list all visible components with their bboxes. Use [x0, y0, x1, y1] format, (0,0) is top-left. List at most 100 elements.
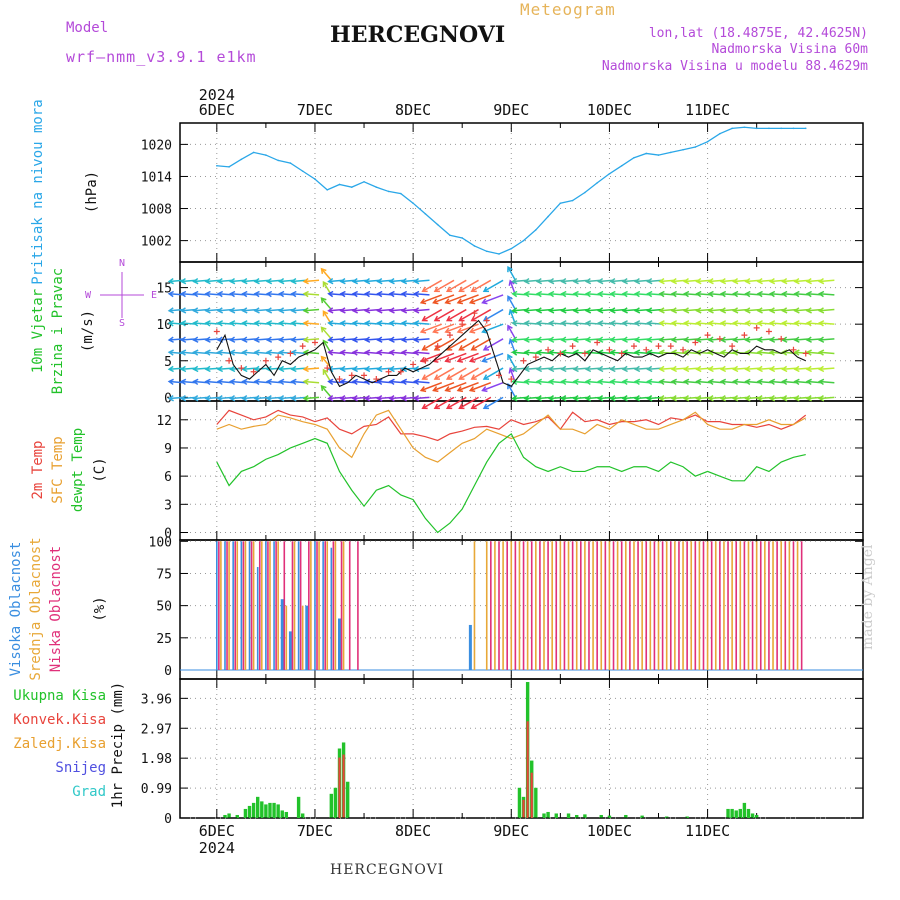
wind-arrow-head [376, 349, 383, 356]
mid-cloud-bar [731, 541, 733, 670]
wind-arrow-head [241, 290, 248, 298]
wind-arrow-head [621, 395, 628, 402]
wind-arrow-head [683, 365, 690, 373]
wind-arrow-head [339, 365, 346, 373]
total-precip-bar [738, 808, 743, 818]
wind-arrow-head [548, 307, 555, 314]
gust-marker [716, 335, 723, 342]
mid-cloud-bar [665, 541, 668, 670]
wind-arrow-head [609, 378, 616, 386]
wind-arrow-head [278, 395, 285, 402]
low-cloud-bar [784, 541, 787, 670]
wind-arrow-head [793, 365, 800, 373]
total-precip-bar [583, 814, 587, 818]
wind-arrow-head [732, 349, 739, 356]
wind-arrow-head [535, 378, 543, 386]
wind-arrow-head [468, 386, 476, 393]
low-cloud-bar [653, 541, 656, 670]
wind-arrow-head [597, 277, 604, 285]
y-tick-label: 3 [164, 498, 172, 513]
total-precip-bar [599, 814, 603, 818]
wind-arrow [445, 294, 467, 304]
wind-arrow [471, 367, 492, 380]
gust-marker [508, 376, 515, 383]
wind-arrow-head [584, 320, 592, 327]
wind-arrow [457, 382, 479, 392]
wind-arrow-head [413, 336, 420, 343]
wind-arrow-head [572, 320, 579, 327]
y-tick-label: 1008 [141, 203, 172, 218]
total-precip-bar [742, 802, 747, 818]
low-cloud-bar [743, 541, 746, 670]
wind-arrow-head [179, 290, 187, 298]
total-precip-bar [750, 813, 755, 818]
wind-arrow [459, 396, 479, 409]
high-cloud-bar [288, 631, 292, 670]
y-tick-label: 12 [156, 414, 172, 429]
gust-marker [680, 346, 687, 353]
wind-arrow-head [167, 307, 174, 314]
wind-arrow-head [322, 368, 329, 375]
y-tick-label: 1014 [141, 170, 172, 185]
wind-arrow [304, 338, 320, 341]
wind-arrow [459, 279, 479, 292]
pressure-point [792, 127, 795, 130]
y-tick-label: 50 [156, 600, 172, 615]
wind-arrow-head [805, 277, 812, 285]
wind-arrow [507, 296, 517, 310]
wind-arrow [320, 297, 332, 311]
wind-arrow [469, 294, 492, 304]
low-cloud-bar [792, 541, 795, 670]
total-precip-bar [284, 811, 289, 818]
wind-arrow-head [363, 378, 371, 386]
wind-arrow-head [683, 290, 690, 298]
wind-arrow-head [781, 336, 788, 343]
wind-arrow-head [670, 336, 677, 343]
wind-arrow-head [253, 277, 260, 285]
wind-arrow-head [560, 277, 567, 285]
wind-arrow-head [683, 378, 690, 386]
wind-arrow-head [241, 365, 248, 373]
wind-arrow [507, 266, 517, 281]
pressure-point [375, 186, 378, 188]
low-cloud-bar [242, 541, 245, 670]
low-cloud-bar [316, 541, 318, 670]
wind-arrow-head [683, 307, 690, 314]
gust-marker [778, 335, 785, 342]
wind-arrow-head [670, 395, 677, 402]
mid-cloud-bar [244, 541, 247, 670]
y-tick-label: 3.96 [141, 692, 172, 707]
wind-arrow-head [732, 290, 739, 298]
mid-cloud-bar [657, 541, 660, 670]
wind-arrow-head [278, 336, 285, 343]
wind-arrow-head [290, 290, 297, 298]
wind-arrow-head [458, 345, 465, 351]
wind-arrow-head [388, 395, 395, 402]
low-cloud-bar [563, 541, 566, 670]
wind-arrow [469, 382, 492, 392]
wind-arrow [414, 396, 430, 400]
high-cloud-bar [338, 618, 342, 670]
pressure-point [633, 156, 635, 159]
low-cloud-bar [759, 541, 762, 670]
wind-arrow [507, 325, 517, 340]
mid-cloud-bar [236, 541, 239, 670]
wind-arrow [507, 383, 517, 398]
mid-cloud-bar [228, 541, 230, 670]
wind-arrow-head [756, 320, 763, 327]
mid-cloud-bar [494, 541, 496, 670]
wind-arrow-head [388, 378, 395, 386]
wind-arrow-head [376, 277, 383, 285]
x-day-label-bottom: 11DEC [685, 822, 730, 840]
x-day-label-bottom: 7DEC [297, 822, 333, 840]
wind-arrow-head [744, 378, 751, 386]
wind-arrow-head [320, 326, 327, 333]
gust-marker [581, 350, 588, 357]
total-precip-bar [746, 808, 751, 818]
wind-arrow-head [167, 336, 174, 343]
low-cloud-bar [348, 541, 351, 670]
mid-cloud-bar [706, 541, 709, 670]
wind-arrow-head [597, 378, 604, 386]
